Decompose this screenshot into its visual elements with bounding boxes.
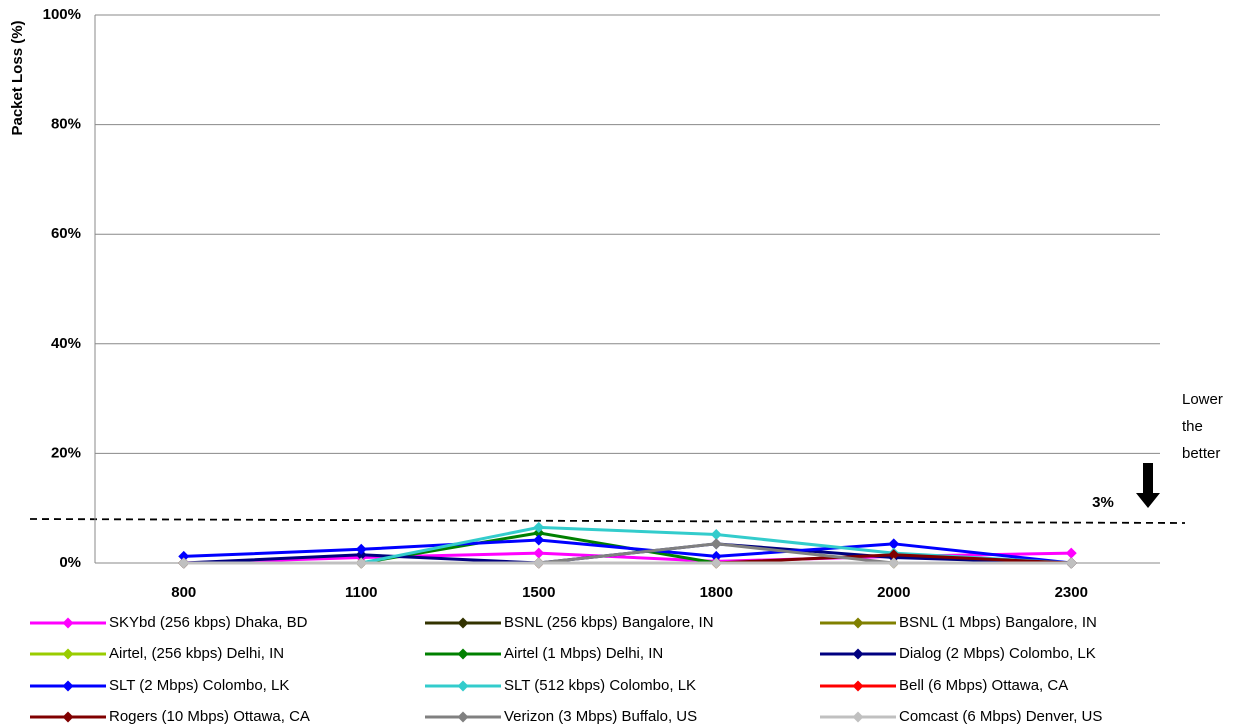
legend-label: Airtel, (256 kbps) Delhi, IN xyxy=(109,645,284,662)
legend-marker xyxy=(62,617,74,629)
legend-label: BSNL (1 Mbps) Bangalore, IN xyxy=(899,614,1097,631)
legend-label: Verizon (3 Mbps) Buffalo, US xyxy=(504,708,697,725)
annotation: the xyxy=(1182,418,1203,435)
marker xyxy=(355,557,367,569)
legend-marker xyxy=(457,648,469,660)
annotation: Lower xyxy=(1182,391,1223,408)
x-tick-label: 2000 xyxy=(877,584,910,601)
y-tick-label: 80% xyxy=(51,116,81,133)
legend-label: SKYbd (256 kbps) Dhaka, BD xyxy=(109,614,308,631)
marker xyxy=(710,538,722,550)
marker xyxy=(710,550,722,562)
marker xyxy=(178,557,190,569)
legend-label: Dialog (2 Mbps) Colombo, LK xyxy=(899,645,1096,662)
y-tick-label: 60% xyxy=(51,225,81,242)
y-tick-label: 40% xyxy=(51,335,81,352)
marker xyxy=(888,549,900,561)
annotation: better xyxy=(1182,445,1220,462)
legend-label: SLT (512 kbps) Colombo, LK xyxy=(504,677,696,694)
marker xyxy=(888,538,900,550)
threshold-label: 3% xyxy=(1092,494,1114,511)
legend-marker xyxy=(62,648,74,660)
marker xyxy=(533,534,545,546)
x-tick-label: 1800 xyxy=(700,584,733,601)
legend-label: Bell (6 Mbps) Ottawa, CA xyxy=(899,677,1068,694)
marker xyxy=(1065,557,1077,569)
legend-marker xyxy=(457,680,469,692)
legend-label: SLT (2 Mbps) Colombo, LK xyxy=(109,677,289,694)
legend-marker xyxy=(852,711,864,723)
marker xyxy=(533,557,545,569)
series-line xyxy=(183,538,1072,565)
legend-marker xyxy=(852,680,864,692)
marker xyxy=(710,557,722,569)
legend-label: BSNL (256 kbps) Bangalore, IN xyxy=(504,614,714,631)
marker xyxy=(355,543,367,555)
marker xyxy=(710,529,722,541)
legend-marker xyxy=(457,617,469,629)
arrow xyxy=(1136,463,1160,508)
y-tick-label: 100% xyxy=(43,6,81,23)
legend-label: Comcast (6 Mbps) Denver, US xyxy=(899,708,1102,725)
marker xyxy=(1065,547,1077,559)
threshold-line xyxy=(29,518,1186,524)
x-tick-label: 800 xyxy=(171,584,196,601)
marker xyxy=(533,547,545,559)
y-tick-label: 20% xyxy=(51,444,81,461)
legend-label: Rogers (10 Mbps) Ottawa, CA xyxy=(109,708,310,725)
x-tick-label: 2300 xyxy=(1055,584,1088,601)
x-tick-label: 1500 xyxy=(522,584,555,601)
legend-label: Airtel (1 Mbps) Delhi, IN xyxy=(504,645,663,662)
x-tick-label: 1100 xyxy=(345,584,378,601)
legend-marker xyxy=(62,711,74,723)
legend-marker xyxy=(457,711,469,723)
marker xyxy=(888,557,900,569)
legend-marker xyxy=(852,617,864,629)
legend-marker xyxy=(852,648,864,660)
marker xyxy=(533,521,545,533)
y-axis-title: Packet Loss (%) xyxy=(9,20,26,135)
legend-marker xyxy=(62,680,74,692)
y-tick-label: 0% xyxy=(59,554,81,571)
marker xyxy=(178,550,190,562)
